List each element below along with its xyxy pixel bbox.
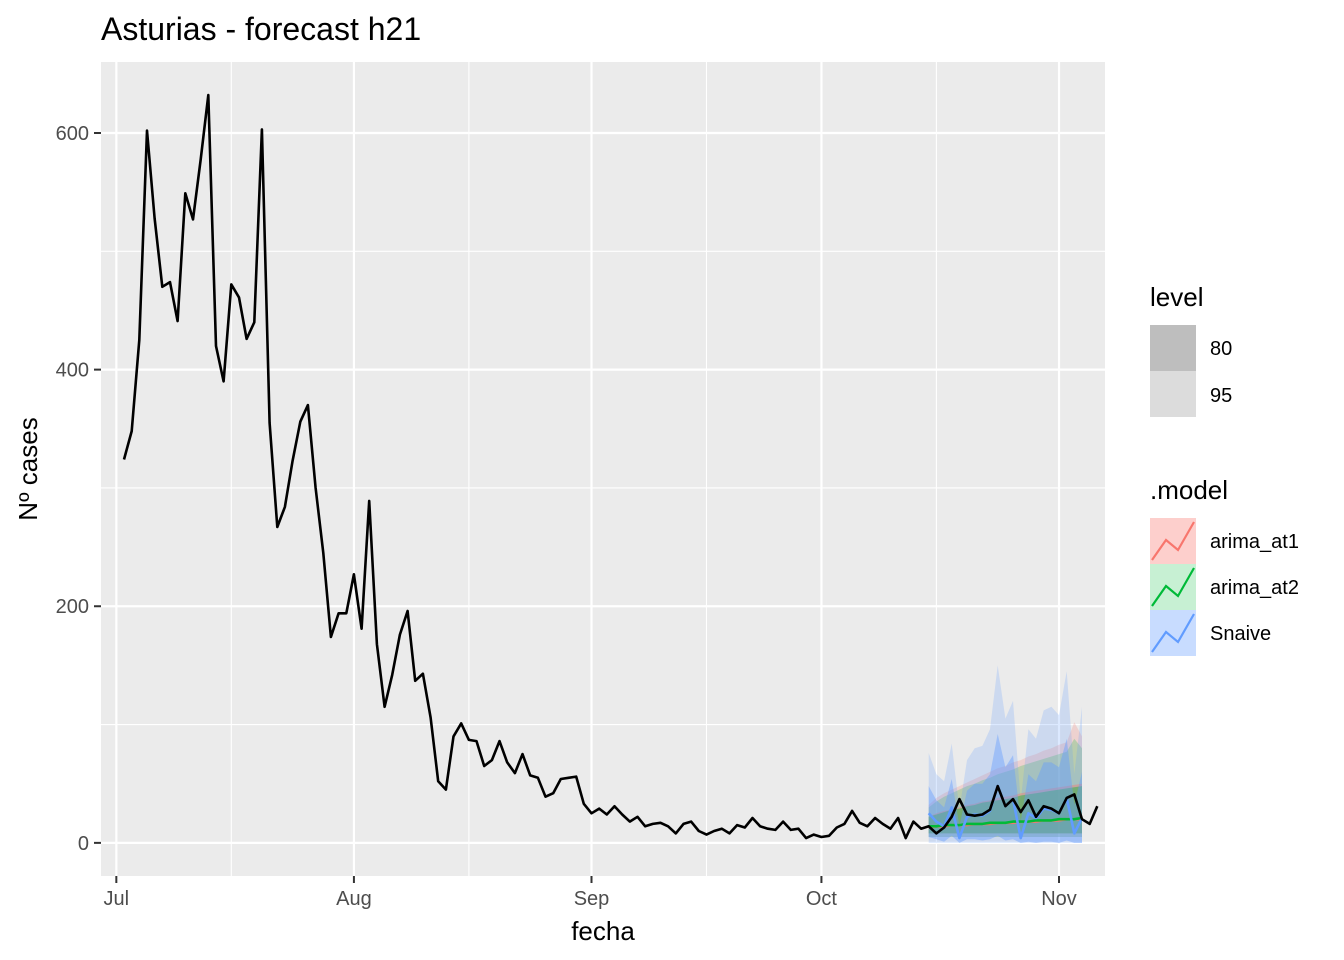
model-legend: .model arima_at1 arima_at2 Snaive <box>1150 475 1299 656</box>
legend-key-80 <box>1150 325 1196 371</box>
forecast-line-arima_at2 <box>928 816 1083 828</box>
legend-key-snaive <box>1150 610 1196 656</box>
y-tick-label: 400 <box>56 360 89 382</box>
y-tick-label: 0 <box>78 833 89 855</box>
legend-label-95: 95 <box>1210 385 1232 407</box>
legend-label-arima_at2: arima_at2 <box>1210 577 1299 599</box>
legend-label-80: 80 <box>1210 338 1232 360</box>
level-legend: level 80 95 <box>1150 282 1232 417</box>
y-axis-ticks: 0 200 400 600 <box>56 123 101 855</box>
minor-gridlines <box>101 62 1105 876</box>
x-tick-label: Oct <box>806 888 838 910</box>
observed-line <box>122 93 1099 840</box>
chart-title: Asturias - forecast h21 <box>101 11 421 47</box>
plot-panel <box>101 62 1105 876</box>
y-axis-title: Nº cases <box>13 417 43 520</box>
legend-key-arima_at1 <box>1150 518 1196 564</box>
legend-key-95 <box>1150 371 1196 417</box>
x-axis-title: fecha <box>571 916 635 946</box>
series-lines <box>122 93 1099 840</box>
x-tick-label: Nov <box>1041 888 1077 910</box>
x-tick-label: Aug <box>336 888 372 910</box>
major-gridlines <box>101 62 1105 876</box>
legend-label-arima_at1: arima_at1 <box>1210 531 1299 553</box>
band95-Snaive <box>928 665 1082 843</box>
legend-key-arima_at2 <box>1150 564 1196 610</box>
level-legend-title: level <box>1150 282 1203 312</box>
x-tick-label: Jul <box>104 888 130 910</box>
y-tick-label: 600 <box>56 123 89 145</box>
x-axis-ticks: Jul Aug Sep Oct Nov <box>104 876 1077 910</box>
legend-label-snaive: Snaive <box>1210 623 1271 645</box>
model-legend-title: .model <box>1150 475 1228 505</box>
y-tick-label: 200 <box>56 596 89 618</box>
x-tick-label: Sep <box>574 888 610 910</box>
